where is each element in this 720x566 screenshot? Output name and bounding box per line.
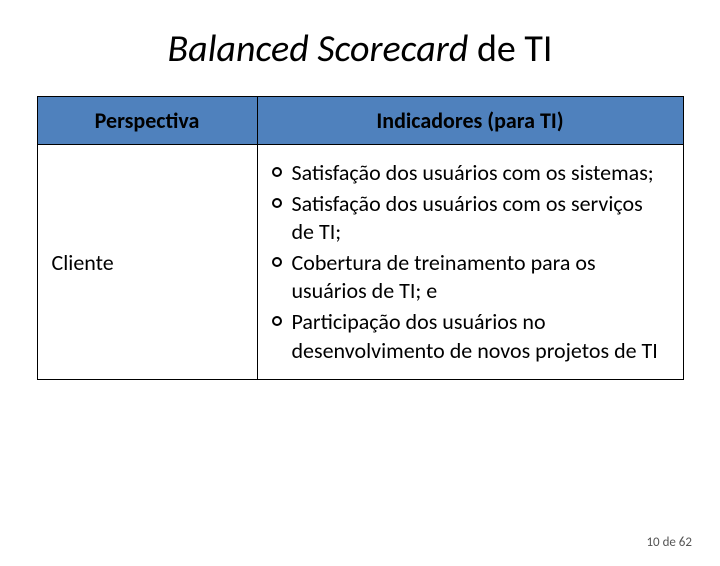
table-row: Cliente Satisfação dos usuários com os s…: [37, 145, 683, 380]
header-indicadores: Indicadores (para TI): [257, 97, 683, 145]
slide: Balanced Scorecard de TI Perspectiva Ind…: [0, 26, 720, 566]
list-item: Satisfação dos usuários com os serviços …: [272, 190, 669, 247]
title-italic: Balanced Scorecard: [167, 26, 468, 72]
title-rest: de TI: [468, 26, 552, 72]
indicator-list: Satisfação dos usuários com os sistemas;…: [272, 159, 669, 365]
table-header-row: Perspectiva Indicadores (para TI): [37, 97, 683, 145]
cell-indicadores: Satisfação dos usuários com os sistemas;…: [257, 145, 683, 380]
cell-perspectiva: Cliente: [37, 145, 257, 380]
list-item: Satisfação dos usuários com os sistemas;: [272, 159, 669, 188]
header-perspectiva: Perspectiva: [37, 97, 257, 145]
scorecard-table: Perspectiva Indicadores (para TI) Client…: [37, 96, 684, 380]
list-item: Participação dos usuários no desenvolvim…: [272, 308, 669, 365]
page-number: 10 de 62: [646, 535, 692, 550]
slide-title: Balanced Scorecard de TI: [0, 26, 720, 72]
list-item: Cobertura de treinamento para os usuário…: [272, 249, 669, 306]
